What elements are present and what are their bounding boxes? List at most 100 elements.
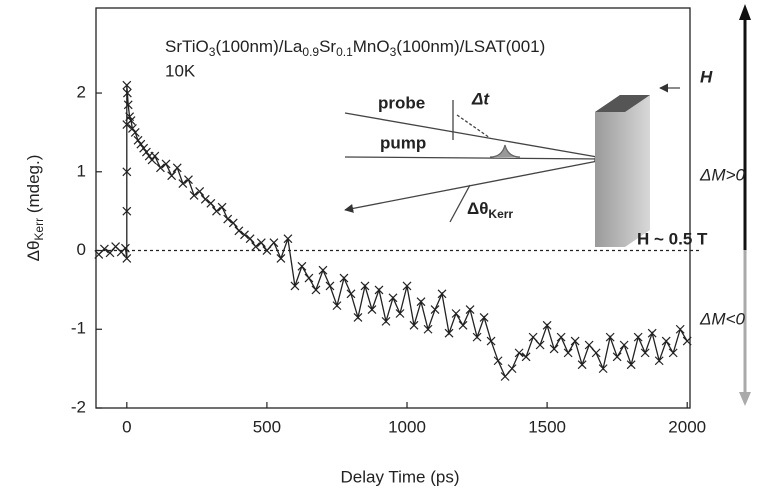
inset-diagram (344, 83, 680, 247)
data-point (142, 147, 151, 157)
data-point (353, 313, 363, 322)
data-point (206, 198, 216, 208)
data-point (156, 163, 165, 173)
data-point (122, 88, 132, 98)
data-point (200, 194, 210, 204)
data-point (150, 151, 160, 161)
data-point (577, 360, 587, 370)
data-point (228, 218, 238, 228)
subscript: 3 (390, 45, 397, 59)
data-point (123, 100, 133, 110)
data-point (99, 244, 109, 254)
data-point (423, 324, 433, 334)
data-point (619, 340, 629, 350)
x-tick-label: 0 (122, 417, 131, 436)
data-point (122, 253, 132, 263)
text-part: Δθ (24, 241, 43, 262)
data-point (223, 214, 233, 224)
sample-label: SrTiO3(100nm)/La0.9Sr0.1MnO3(100nm)/LSAT… (165, 37, 545, 59)
x-tick-label: 500 (253, 417, 281, 436)
data-point (647, 328, 657, 338)
data-point (195, 187, 205, 196)
data-point (346, 289, 356, 299)
data-point (184, 175, 193, 185)
x-tick-label: 2000 (668, 417, 706, 436)
data-point (304, 273, 314, 283)
data-point (535, 340, 545, 350)
data-point (189, 190, 199, 200)
inset-kerr: ΔθKerr (467, 199, 513, 221)
data-point (612, 352, 622, 362)
data-point (381, 316, 391, 326)
data-point (122, 167, 132, 177)
y-axis-label: ΔθKerr (mdeg.) (24, 155, 46, 262)
data-point (332, 301, 342, 311)
data-point (122, 80, 132, 90)
subscript: Kerr (488, 207, 513, 221)
data-point (234, 226, 244, 236)
magnetization-down: ΔM<0 (699, 309, 745, 328)
x-axis-label: Delay Time (ps) (340, 467, 459, 486)
text-part: MnO (353, 37, 390, 56)
data-point (465, 305, 475, 314)
data-point (276, 253, 286, 263)
data-point (256, 238, 266, 248)
data-point (640, 348, 650, 358)
data-point (416, 297, 426, 307)
text-part: (100nm)/La (215, 37, 302, 56)
data-point (521, 352, 531, 362)
subscript: 0.1 (336, 45, 353, 59)
data-point (251, 242, 261, 252)
data-point (500, 372, 510, 381)
data-point (598, 364, 608, 374)
data-point (136, 139, 146, 149)
data-point (626, 360, 636, 370)
data-point (245, 234, 255, 244)
data-point (139, 143, 149, 153)
data-point (556, 332, 566, 342)
data-point (122, 206, 132, 216)
x-tick-label: 1000 (388, 417, 426, 436)
data-point (528, 332, 538, 342)
magnetization-arrow (739, 4, 751, 406)
inset-delay: Δt (471, 89, 490, 108)
data-point (297, 261, 307, 271)
data-point (682, 336, 692, 346)
field-value: H ~ 0.5 T (637, 229, 708, 248)
data-point (451, 309, 461, 318)
data-point (367, 305, 377, 314)
x-tick-label: 1500 (528, 417, 566, 436)
data-point (444, 328, 454, 338)
y-tick-label: 0 (77, 240, 86, 259)
data-point (661, 336, 671, 346)
data-point (147, 155, 157, 165)
data-point (549, 344, 559, 354)
data-point (409, 320, 419, 330)
data-point (668, 348, 678, 358)
data-point (262, 246, 272, 255)
data-point (633, 332, 643, 342)
data-point (507, 364, 517, 374)
data-point (283, 234, 293, 244)
data-point (675, 324, 685, 334)
data-point (493, 356, 503, 366)
data-point (570, 336, 580, 346)
data-point (120, 243, 130, 253)
text-part: SrTiO (165, 37, 209, 56)
inset-pump: pump (380, 133, 426, 152)
y-tick-label: 2 (77, 83, 86, 102)
y-tick-label: -2 (71, 397, 86, 416)
data-point (486, 336, 496, 346)
data-point (437, 289, 447, 299)
data-point (479, 313, 489, 322)
data-point (388, 293, 398, 303)
data-point (605, 332, 615, 342)
subscript: Kerr (32, 218, 46, 241)
data-point (311, 285, 321, 295)
text-part: (100nm)/LSAT(001) (396, 37, 545, 56)
data-point (133, 135, 143, 145)
data-point (161, 159, 171, 169)
data-point (178, 179, 188, 189)
data-point (472, 332, 482, 342)
